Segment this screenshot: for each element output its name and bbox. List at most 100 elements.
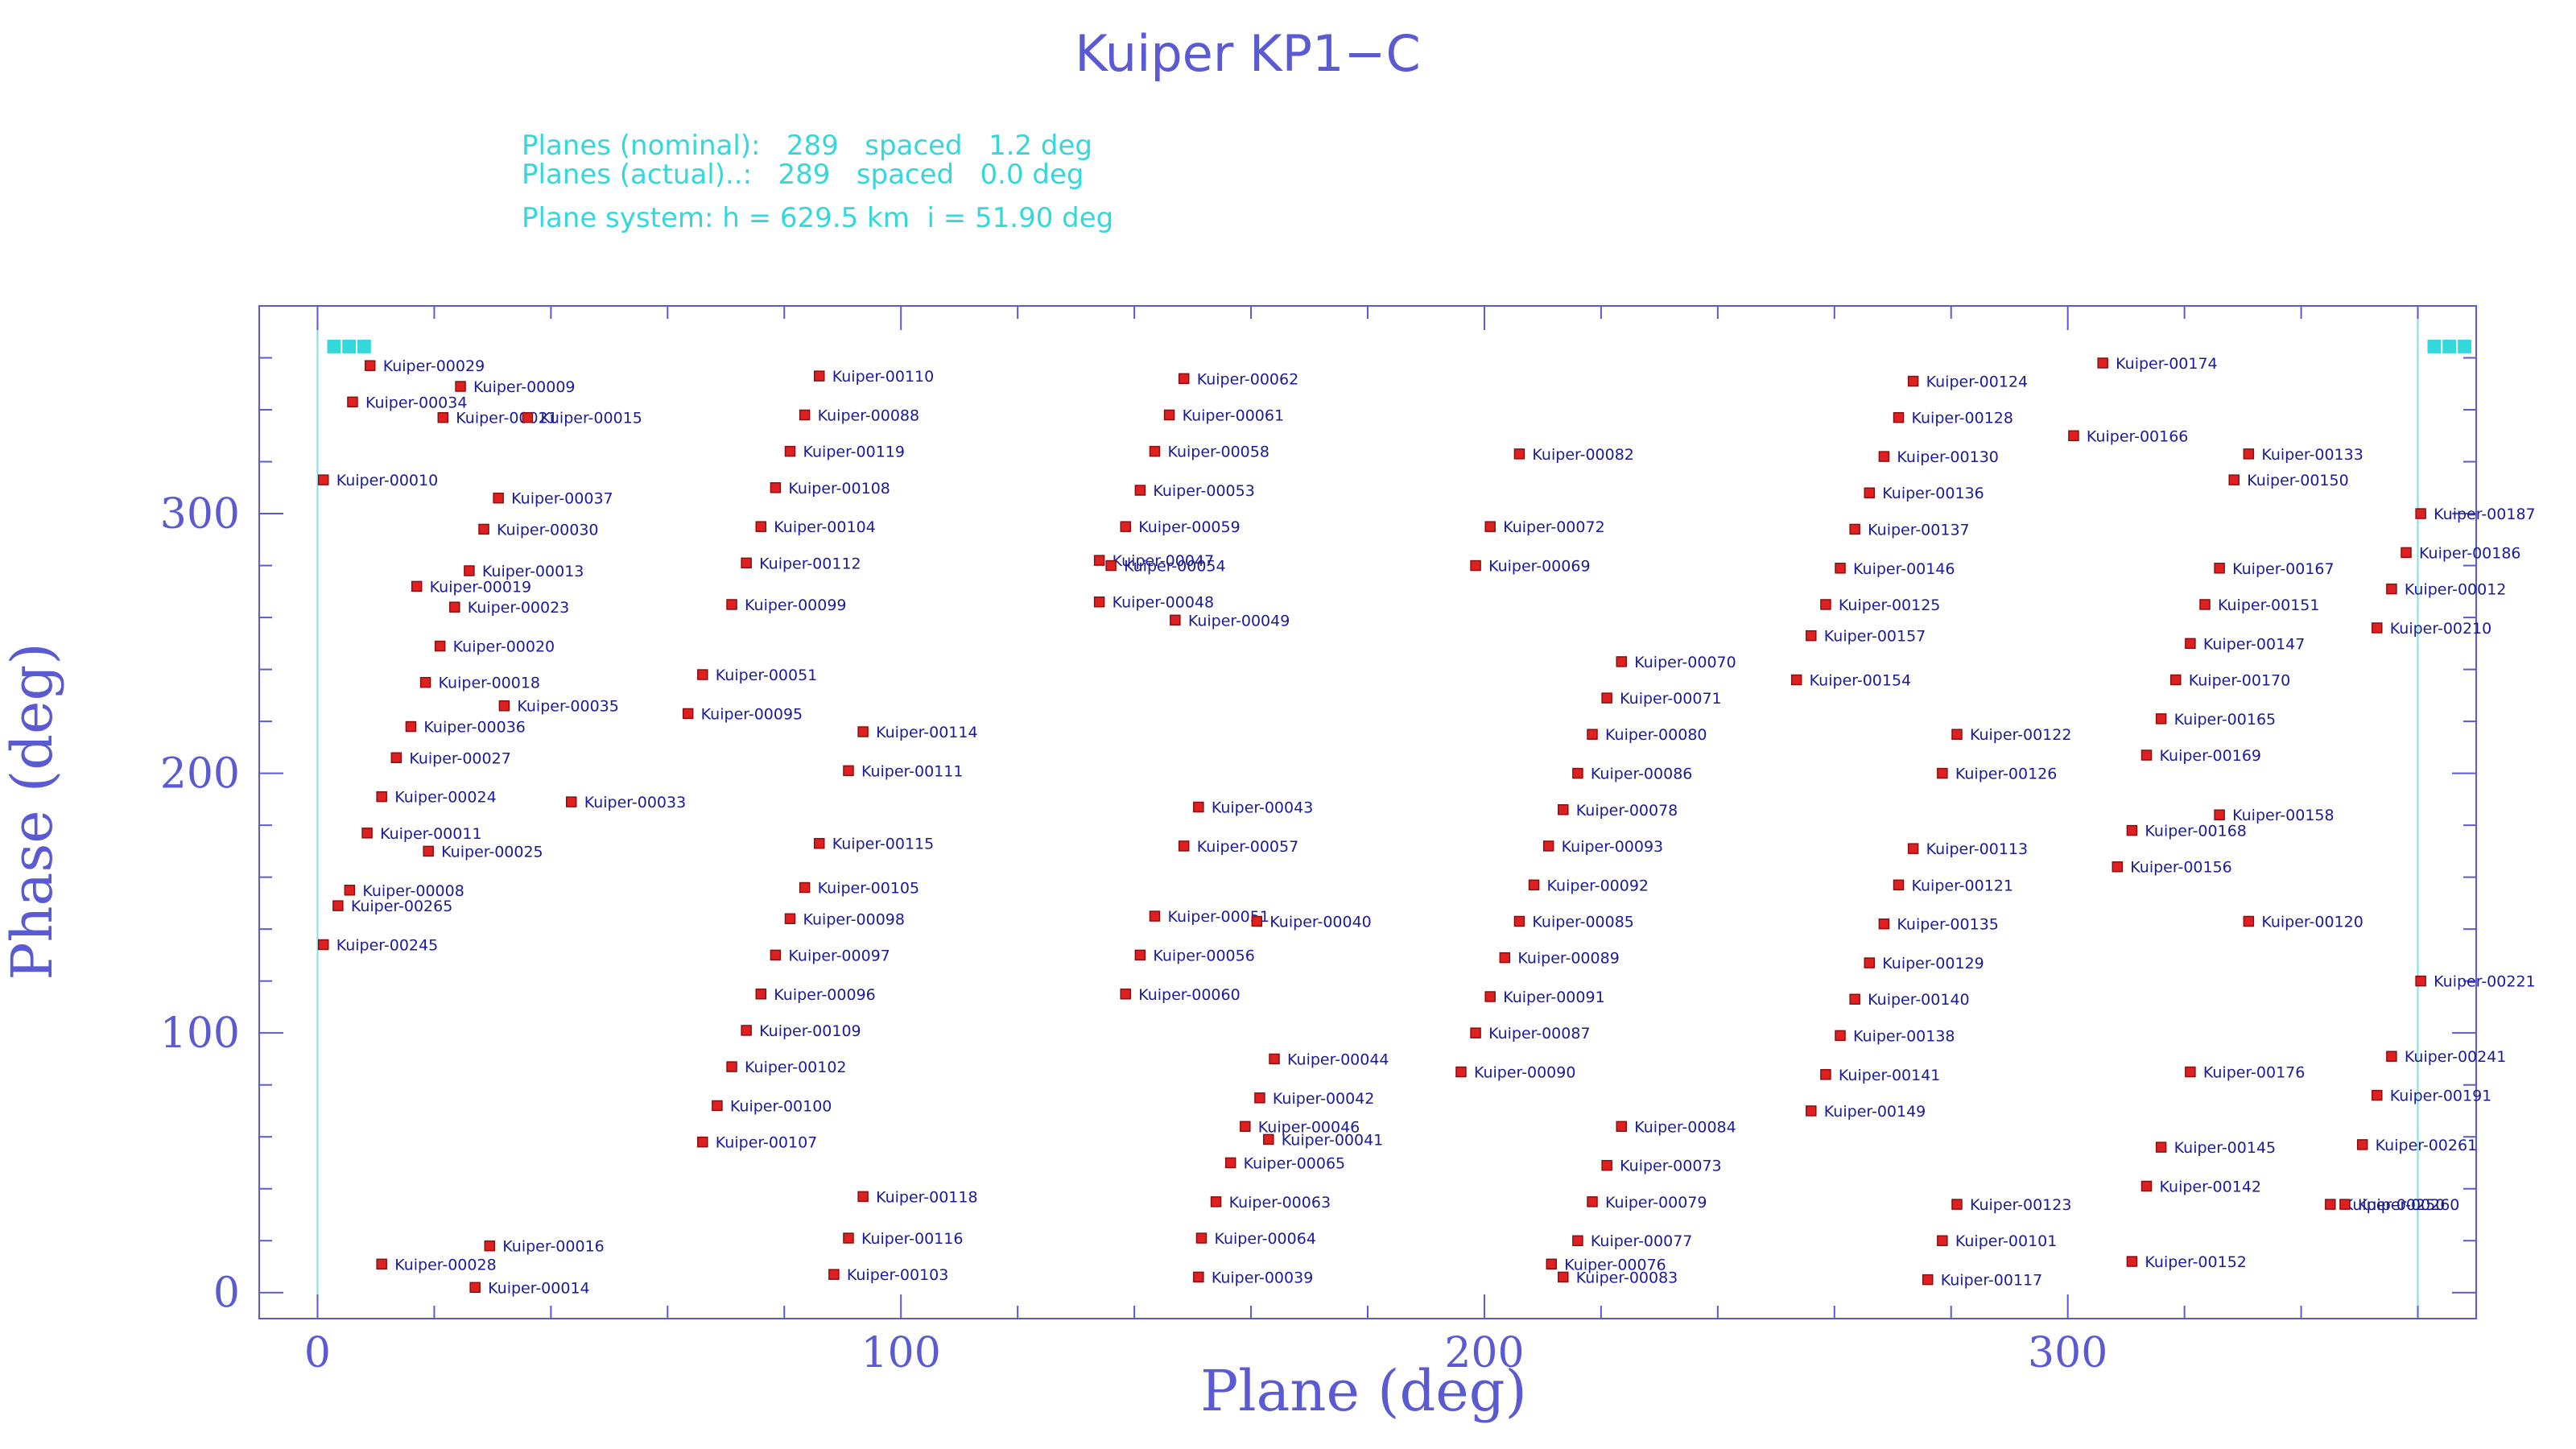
satellite-label: Kuiper-00104 [774,518,875,536]
satellite-marker [1269,1053,1280,1065]
satellite-marker [1878,918,1890,930]
satellite-label: Kuiper-00069 [1488,558,1590,576]
satellite-label: Kuiper-00110 [832,368,934,386]
satellite-marker [1484,521,1496,532]
satellite-marker [1542,840,1554,852]
satellite-marker [843,1232,854,1244]
satellite-marker [1849,993,1860,1005]
satellite-marker [1864,957,1876,968]
satellite-label: Kuiper-00010 [336,472,438,489]
satellite-label: Kuiper-00049 [1188,612,1290,630]
satellite-label: Kuiper-00070 [1634,654,1736,671]
satellite-label: Kuiper-00043 [1212,799,1313,817]
satellite-marker [843,765,854,777]
info-line-planes-nominal: Planes (nominal): 289 spaced 1.2 deg [522,130,1092,162]
satellite-label: Kuiper-00221 [2434,973,2535,991]
satellite-marker [361,828,373,839]
satellite-marker [2228,474,2240,485]
satellite-label: Kuiper-00089 [1517,950,1619,968]
satellite-label: Kuiper-00063 [1229,1194,1331,1212]
satellite-label: Kuiper-00102 [745,1059,846,1076]
satellite-marker [493,492,504,504]
satellite-marker [682,708,694,720]
satellite-label: Kuiper-00151 [2218,597,2319,614]
satellite-marker [1558,804,1569,815]
satellite-marker [419,676,431,688]
x-tick-label-100: 100 [861,1329,941,1377]
satellite-label: Kuiper-00250 [2343,1196,2445,1214]
satellite-marker [741,557,752,569]
satellite-label: Kuiper-00060 [1138,986,1240,1004]
satellite-label: Kuiper-00036 [423,719,525,737]
y-tick-label-100: 100 [160,1009,240,1058]
satellite-marker [464,565,475,576]
satellite-marker [1572,767,1583,779]
satellite-label: Kuiper-00113 [1926,840,2028,858]
satellite-label: Kuiper-00085 [1532,913,1633,931]
satellite-marker [2372,622,2383,634]
satellite-label: Kuiper-00061 [1183,407,1284,424]
chart-title: Kuiper KP1−C [1075,24,1421,83]
satellite-label: Kuiper-00111 [861,762,963,780]
satellite-label: Kuiper-00048 [1113,594,1214,612]
satellite-label: Kuiper-00118 [876,1188,977,1206]
satellite-label: Kuiper-00126 [1955,766,2057,783]
satellite-marker [770,482,782,493]
satellite-label: Kuiper-00133 [2261,446,2363,464]
satellite-marker [1470,1027,1481,1038]
satellite-marker [376,791,387,803]
satellite-marker [1224,1157,1236,1169]
satellite-label: Kuiper-00023 [468,599,569,617]
satellite-label: Kuiper-00265 [351,898,452,915]
satellite-marker [1134,949,1146,961]
satellite-label: Kuiper-00150 [2247,472,2348,489]
satellite-marker [1820,1069,1831,1080]
satellite-label: Kuiper-00166 [2087,427,2188,445]
satellite-marker [2415,975,2426,987]
satellite-label: Kuiper-00167 [2232,560,2334,578]
satellite-marker [857,1191,869,1203]
satellite-label: Kuiper-00090 [1474,1064,1575,1082]
satellite-marker [1587,1196,1598,1208]
satellite-label: Kuiper-00103 [847,1266,948,1284]
satellite-label: Kuiper-00124 [1926,374,2028,391]
satellite-label: Kuiper-00186 [2419,544,2520,562]
satellite-marker [1616,1121,1628,1133]
satellite-label: Kuiper-00035 [517,698,618,716]
satellite-marker [1251,915,1263,927]
satellite-label: Kuiper-00152 [2145,1253,2246,1271]
satellite-label: Kuiper-00107 [716,1134,817,1152]
satellite-marker [2155,1141,2167,1153]
satellite-label: Kuiper-00077 [1591,1232,1692,1250]
satellite-label: Kuiper-00057 [1197,838,1298,856]
satellite-label: Kuiper-00191 [2390,1088,2491,1105]
satellite-marker [2339,1199,2351,1210]
satellite-label: Kuiper-00037 [511,490,613,508]
satellite-marker [2372,1089,2383,1101]
satellite-marker [2068,430,2079,442]
satellite-label: Kuiper-00096 [774,986,875,1004]
satellite-label: Kuiper-00098 [803,910,905,928]
satellite-label: Kuiper-00029 [383,357,485,375]
satellite-marker [317,939,329,951]
satellite-label: Kuiper-00129 [1882,955,1984,972]
satellite-marker [1820,599,1831,610]
satellite-label: Kuiper-00100 [730,1097,832,1115]
satellite-label: Kuiper-00011 [380,825,481,843]
satellite-marker [1893,411,1905,423]
satellite-label: Kuiper-00135 [1897,916,1998,934]
y-tick-label-200: 200 [160,750,240,799]
satellite-marker [2140,749,2153,761]
satellite-label: Kuiper-00087 [1488,1025,1590,1042]
satellite-marker [784,445,796,457]
satellite-label: Kuiper-00108 [788,480,890,497]
satellite-marker [2185,1066,2196,1078]
satellite-label: Kuiper-00025 [441,843,543,861]
satellite-marker [697,1136,708,1148]
satellite-label: Kuiper-00137 [1868,521,1969,539]
satellite-marker [1806,630,1817,642]
satellite-marker [390,752,402,764]
info-line-planes-actual: Planes (actual)..: 289 spaced 0.0 deg [522,159,1084,191]
satellite-label: Kuiper-00033 [584,794,686,811]
satellite-label: Kuiper-00169 [2160,747,2261,765]
